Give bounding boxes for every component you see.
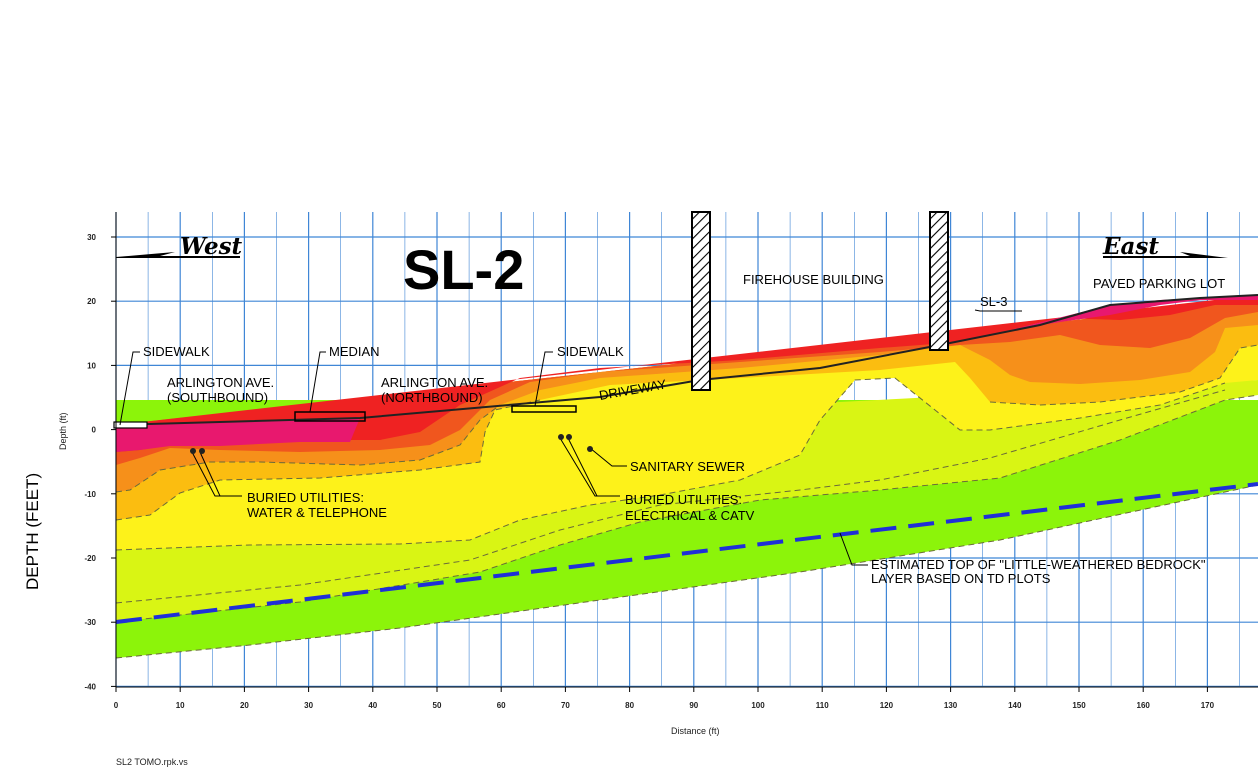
x-tick-label: 140 <box>1008 701 1022 710</box>
x-tick-label: 60 <box>497 701 506 710</box>
arlington-nb-line1: ARLINGTON AVE. <box>381 375 488 390</box>
ground-surface-line <box>115 294 1258 426</box>
utility-markers <box>190 434 593 454</box>
east-label: East <box>1102 233 1159 260</box>
bedrock-line2: LAYER BASED ON TD PLOTS <box>871 571 1051 586</box>
y-tick-label: -10 <box>84 490 96 499</box>
sidewalk-east-shape <box>511 405 577 413</box>
layer-magenta-east <box>1010 295 1258 330</box>
west-label: West <box>180 233 243 260</box>
layer-magenta <box>116 418 360 452</box>
utilities-wt-line2: WATER & TELEPHONE <box>247 505 387 520</box>
diagram-title: SL-2 <box>403 238 524 301</box>
east-arrow-icon <box>1103 252 1228 258</box>
x-tick-label: 90 <box>689 701 698 710</box>
sidewalk-east-label: SIDEWALK <box>557 344 624 359</box>
y-tick-label: 30 <box>87 233 96 242</box>
y-tick-label: 0 <box>92 426 97 435</box>
y-tick-label: 10 <box>87 361 96 370</box>
sidewalk-west-label: SIDEWALK <box>143 344 210 359</box>
arlington-sb-line2: (SOUTHBOUND) <box>167 390 268 405</box>
sanitary-sewer-label: SANITARY SEWER <box>630 459 745 474</box>
west-arrow-icon <box>116 252 240 258</box>
velocity-layers <box>116 295 1258 659</box>
x-tick-labels: 0 10 20 30 40 50 60 70 80 90 100 110 120 130 140 150 160… <box>114 687 1215 710</box>
y-tick-label: 20 <box>87 297 96 306</box>
utilities-ec-line2: ELECTRICAL & CATV <box>625 508 755 523</box>
x-tick-label: 20 <box>240 701 249 710</box>
sl3-label: SL-3 <box>980 294 1007 309</box>
layer-red <box>116 295 1258 452</box>
x-tick-label: 30 <box>304 701 313 710</box>
x-tick-label: 100 <box>751 701 765 710</box>
x-tick-label: 70 <box>561 701 570 710</box>
x-tick-label: 40 <box>368 701 377 710</box>
file-label: SL2 TOMO.rpk.vs <box>116 757 188 767</box>
bedrock-line1: ESTIMATED TOP OF "LITTLE-WEATHERED BEDRO… <box>871 557 1206 572</box>
y-axis-small-label: Depth (ft) <box>58 412 68 450</box>
x-tick-label: 50 <box>433 701 442 710</box>
x-tick-label: 130 <box>944 701 958 710</box>
x-tick-label: 160 <box>1137 701 1151 710</box>
layer-amber <box>116 300 1258 520</box>
firehouse-label: FIREHOUSE BUILDING <box>743 272 884 287</box>
parking-label: PAVED PARKING LOT <box>1093 276 1225 291</box>
firehouse-east-wall <box>929 211 949 351</box>
median-label: MEDIAN <box>329 344 380 359</box>
x-tick-label: 120 <box>880 701 894 710</box>
x-tick-label: 10 <box>176 701 185 710</box>
firehouse-west-wall <box>691 211 711 391</box>
x-tick-label: 170 <box>1201 701 1215 710</box>
y-tick-label: -40 <box>84 682 96 691</box>
leader-lines <box>119 309 1022 566</box>
x-tick-label: 0 <box>114 701 119 710</box>
x-tick-label: 150 <box>1072 701 1086 710</box>
y-tick-label: -20 <box>84 554 96 563</box>
utilities-ec-line1: BURIED UTILITIES: <box>625 492 742 507</box>
utilities-wt-line1: BURIED UTILITIES: <box>247 490 364 505</box>
y-tick-labels: 30 20 10 0 -10 -20 -30 -40 <box>84 233 116 691</box>
arlington-sb-line1: ARLINGTON AVE. <box>167 375 274 390</box>
x-axis-label: Distance (ft) <box>671 726 720 736</box>
median-shape <box>294 411 366 422</box>
contour-lines <box>116 344 1258 659</box>
x-tick-label: 110 <box>816 701 829 710</box>
x-tick-label: 80 <box>625 701 634 710</box>
y-axis-side-label: DEPTH (FEET) <box>23 473 42 590</box>
y-tick-label: -30 <box>84 618 96 627</box>
sidewalk-west-shape <box>113 421 148 429</box>
arlington-nb-line2: (NORTHBOUND) <box>381 390 483 405</box>
bedrock-estimate-line <box>115 482 1258 624</box>
